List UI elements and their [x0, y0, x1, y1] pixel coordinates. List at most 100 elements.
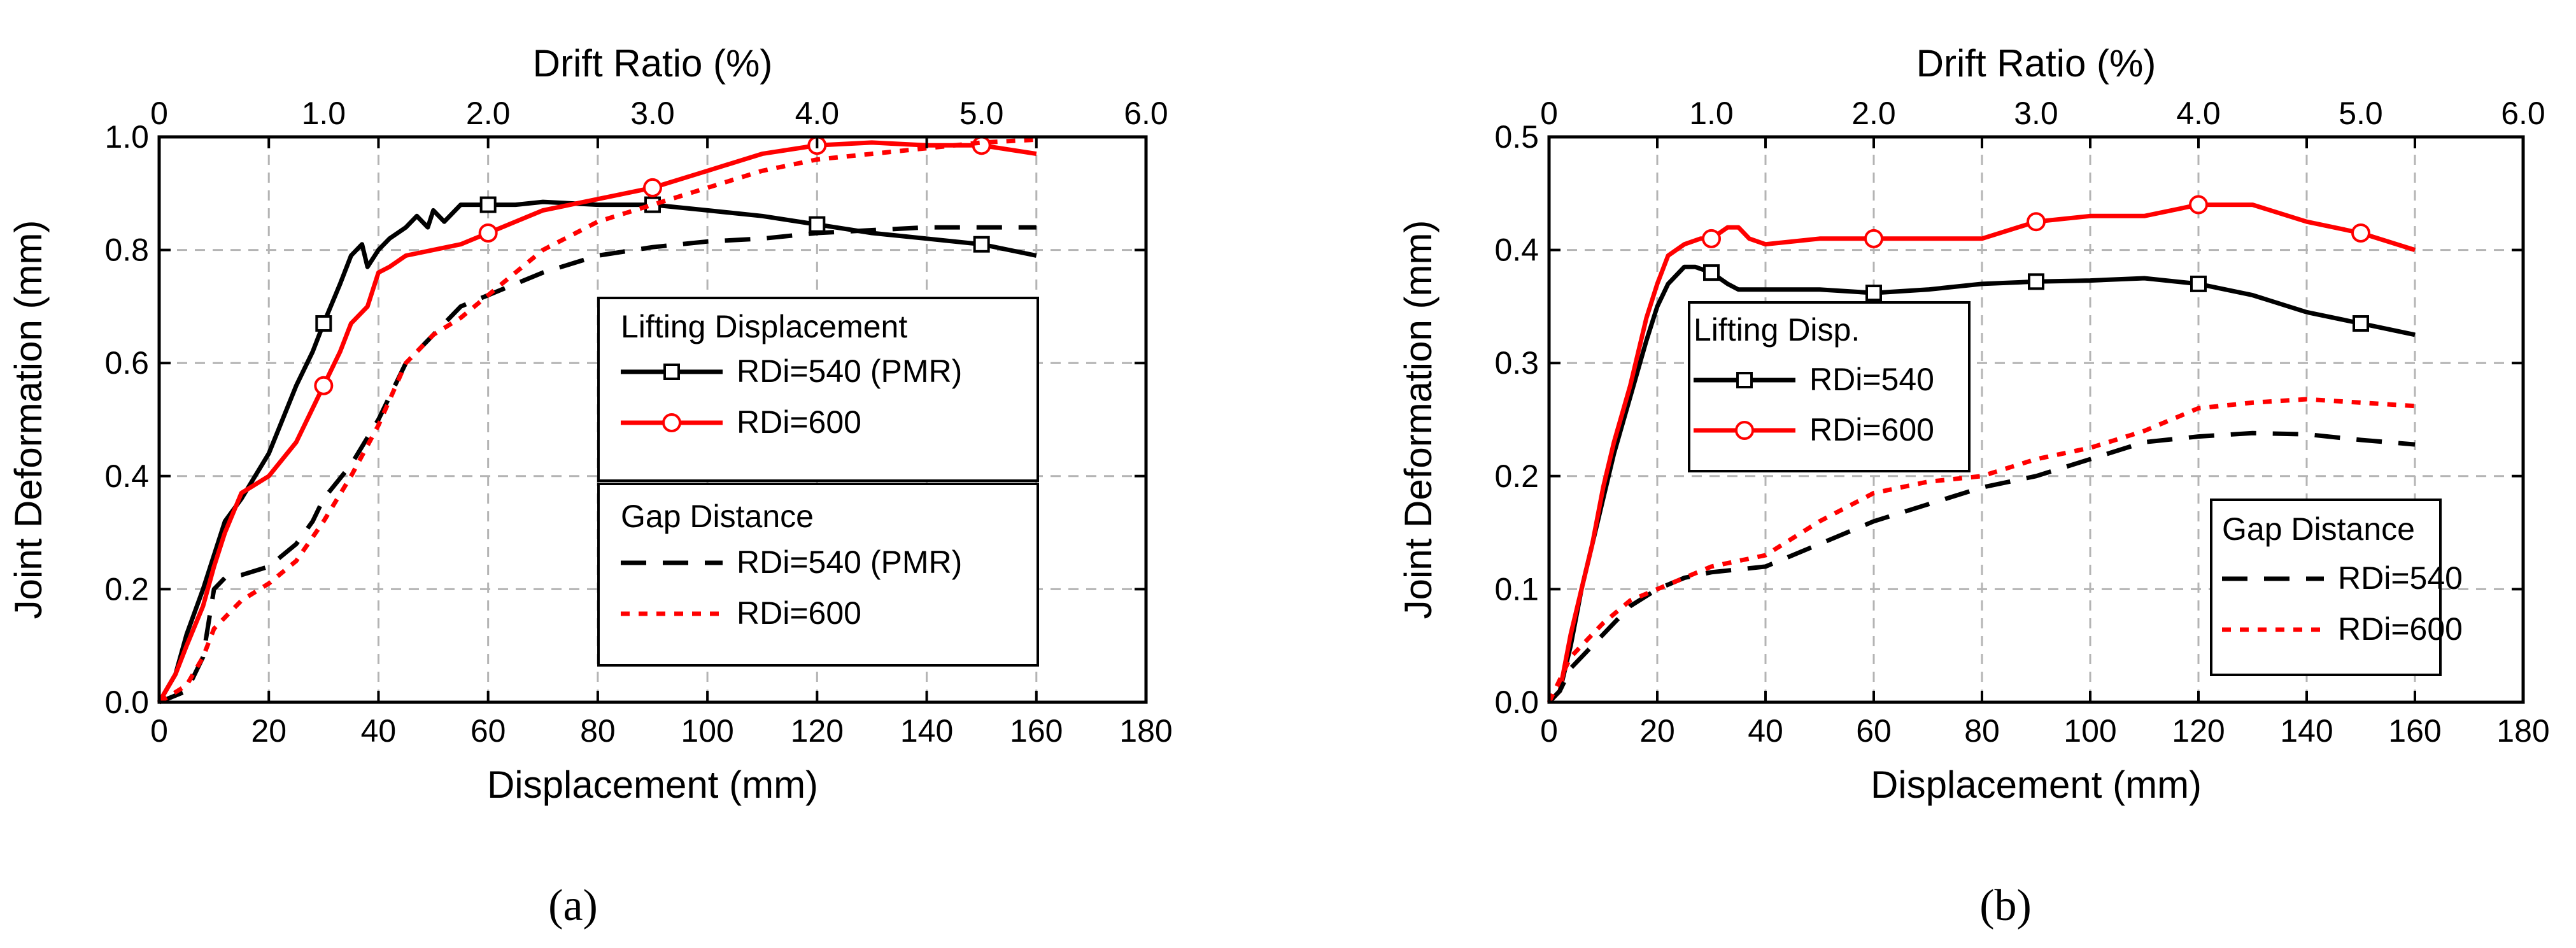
data-point-marker	[2027, 212, 2046, 232]
x2-tick-label: 1.0	[1689, 96, 1734, 131]
y-tick-label: 0.0	[104, 684, 149, 720]
y-axis-ticks: 0.0 0.1 0.2 0.3 0.4 0.5	[1494, 119, 2523, 720]
x-tick-label: 0	[1540, 713, 1558, 749]
x2-tick-label: 0	[1540, 96, 1558, 131]
y-axis-ticks: 0.0 0.2 0.4 0.6 0.8 1.0	[104, 119, 1146, 720]
data-point-marker	[1702, 229, 1721, 248]
legend-box	[597, 483, 1039, 667]
legend-entry-label: RDi=600	[1809, 412, 1934, 448]
data-point-marker	[809, 216, 826, 233]
x2-tick-label: 3.0	[2014, 96, 2058, 131]
legend-gap: Gap Distance RDi=540 (PMR) RDi=600	[597, 483, 1039, 667]
x-tick-label: 20	[1639, 713, 1675, 749]
legend-lifting: Lifting Disp. RDi=540 RDi=600	[1688, 301, 1971, 472]
series-line	[1547, 430, 2416, 704]
x-axis-ticks: 0 20 40 60 80 100 120 140 160 180	[1540, 137, 2550, 749]
legend-entry-label: RDi=600	[737, 404, 861, 440]
x-tick-label: 60	[1856, 713, 1892, 749]
data-point-marker	[478, 223, 498, 243]
x2-tick-label: 4.0	[2176, 96, 2221, 131]
x-tick-label: 180	[2496, 713, 2549, 749]
legend-box	[597, 297, 1039, 482]
x2-tick-label: 0	[150, 96, 168, 131]
legend-marker	[1736, 372, 1753, 388]
panel-caption: (a)	[548, 881, 598, 930]
x2-tick-label: 4.0	[795, 96, 840, 131]
series-line	[1547, 202, 2416, 704]
y-tick-label: 0.8	[104, 232, 149, 268]
x-tick-label: 140	[900, 713, 953, 749]
x-tick-label: 80	[580, 713, 616, 749]
y-tick-label: 1.0	[104, 119, 149, 155]
legend-marker	[1735, 421, 1754, 440]
y-axis-title: Joint Deformation (mm)	[1397, 220, 1440, 619]
x2-tick-label: 2.0	[466, 96, 511, 131]
x-tick-label: 60	[471, 713, 506, 749]
plot-frame	[1547, 135, 2525, 704]
x2-axis-ticks: 0 1.0 2.0 3.0 4.0 5.0 6.0	[150, 96, 1168, 131]
x2-axis-ticks: 0 1.0 2.0 3.0 4.0 5.0 6.0	[1540, 96, 2545, 131]
data-point-marker	[1703, 264, 1720, 281]
legend-entry-label: RDi=540	[2338, 560, 2463, 596]
legend-entry-label: RDi=600	[737, 595, 861, 631]
series-line	[157, 140, 1037, 704]
y-tick-label: 0.1	[1494, 571, 1539, 607]
legend-gap: Gap Distance RDi=540 RDi=600	[2210, 499, 2463, 676]
x2-tick-label: 1.0	[302, 96, 346, 131]
legend-title: Gap Distance	[2222, 511, 2415, 547]
y-tick-label: 0.4	[1494, 232, 1539, 268]
x-tick-label: 160	[1010, 713, 1063, 749]
y-tick-label: 0.4	[104, 458, 149, 494]
legend-box	[2210, 499, 2442, 676]
data-point-marker	[2189, 195, 2208, 215]
legend-entry-label: RDi=540 (PMR)	[737, 544, 962, 580]
data-point-marker	[973, 236, 990, 253]
legend-lifting: Lifting Displacement RDi=540 (PMR) RDi=600	[597, 297, 1039, 482]
y-tick-label: 0.0	[1494, 684, 1539, 720]
x2-tick-label: 5.0	[2339, 96, 2383, 131]
series-lifting-disp-rdi-600	[1547, 195, 2416, 704]
x2-tick-label: 2.0	[1851, 96, 1896, 131]
data-point-marker	[2190, 275, 2207, 292]
series-line	[158, 137, 1037, 704]
data-point-marker	[2028, 273, 2044, 290]
series-gap-distance-rdi-540	[1547, 430, 2416, 704]
data-point-marker	[1865, 285, 1882, 302]
legend-box	[1688, 301, 1971, 472]
y-axis-title: Joint Deformation (mm)	[7, 220, 50, 619]
legend-entry-label: RDi=540 (PMR)	[737, 353, 962, 389]
data-point-marker	[2353, 315, 2369, 332]
x2-tick-label: 3.0	[630, 96, 675, 131]
data-point-marker	[643, 178, 662, 197]
legend-entry-label: RDi=600	[2338, 611, 2463, 647]
x-tick-label: 120	[2172, 713, 2225, 749]
legend-title: Lifting Displacement	[621, 309, 907, 344]
panel-caption: (b)	[1979, 881, 2032, 930]
x-axis-title: Displacement (mm)	[487, 763, 818, 806]
panel-b: 0 20 40 60 80 100 120 140 160 180 0 1.0 2.0 3.0 4.0 5.0…	[1397, 42, 2550, 930]
data-point-marker	[479, 196, 497, 213]
x-axis-ticks: 0 20 40 60 80 100 120 140 160 180	[150, 137, 1173, 749]
x-tick-label: 140	[2280, 713, 2333, 749]
data-point-marker	[314, 376, 334, 395]
x-tick-label: 100	[2063, 713, 2116, 749]
x-tick-label: 120	[791, 713, 844, 749]
x-axis-title: Displacement (mm)	[1871, 763, 2202, 806]
x-tick-label: 160	[2388, 713, 2441, 749]
series-gap-distance-rdi-600	[158, 137, 1037, 704]
legend-marker	[663, 364, 680, 380]
data-point-marker	[2351, 223, 2370, 243]
data-point-marker	[315, 315, 332, 332]
y-tick-label: 0.6	[104, 345, 149, 381]
x2-axis-title: Drift Ratio (%)	[533, 42, 773, 85]
x2-tick-label: 5.0	[959, 96, 1004, 131]
x-tick-label: 20	[251, 713, 287, 749]
series-lifting-displacement-rdi-600	[157, 136, 1037, 704]
x-tick-label: 40	[1748, 713, 1783, 749]
x2-tick-label: 6.0	[2501, 96, 2545, 131]
x-tick-label: 100	[681, 713, 733, 749]
legend-title: Lifting Disp.	[1694, 312, 1860, 348]
x2-axis-title: Drift Ratio (%)	[1916, 42, 2156, 85]
